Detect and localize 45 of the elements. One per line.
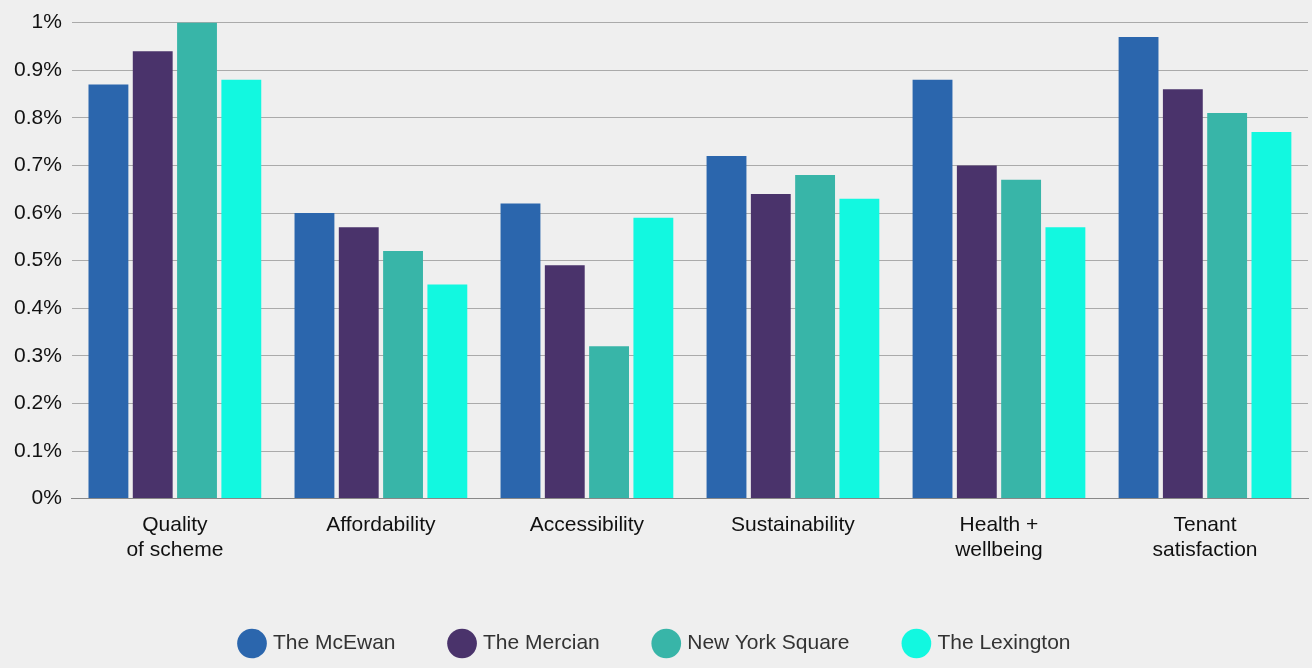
y-tick-label: 1% xyxy=(31,9,62,33)
x-tick-label: Affordability xyxy=(326,512,437,535)
bar xyxy=(795,174,836,499)
y-tick-label: 0.4% xyxy=(13,295,62,318)
y-tick-label: 0.1% xyxy=(13,437,62,461)
bar xyxy=(956,165,997,499)
y-tick-label: 0.7% xyxy=(13,152,62,176)
y-tick-label: 0% xyxy=(31,485,62,509)
x-tick-label: Tenant satisfaction xyxy=(1152,512,1258,561)
bar xyxy=(383,251,423,499)
x-tick-label: Accessibility xyxy=(529,512,645,535)
bar xyxy=(1207,113,1248,499)
bar xyxy=(221,79,262,499)
bar xyxy=(633,217,674,499)
y-tick-label: 0.6% xyxy=(13,199,62,223)
legend-label: The Lexington xyxy=(937,630,1071,654)
bar xyxy=(1251,132,1292,499)
bar xyxy=(1162,89,1203,499)
bar xyxy=(88,84,129,499)
y-tick-label: 0.9% xyxy=(13,57,62,80)
bar xyxy=(750,193,791,499)
legend-label: New York Square xyxy=(687,630,850,654)
x-tick-label: Sustainability xyxy=(731,512,856,535)
bar xyxy=(500,203,541,499)
x-tick-label: Health + wellbeing xyxy=(954,512,1043,561)
y-tick-label: 0.5% xyxy=(13,247,62,271)
legend-label: The McEwan xyxy=(273,630,396,654)
bar xyxy=(1045,227,1086,499)
bar xyxy=(706,155,747,499)
bar xyxy=(132,51,173,499)
bar xyxy=(427,284,468,499)
bar xyxy=(1118,36,1159,499)
bar xyxy=(1001,179,1042,499)
legend-label: The Mercian xyxy=(483,630,600,654)
bar xyxy=(294,213,335,499)
x-tick-label: Quality of scheme xyxy=(126,512,224,561)
bar xyxy=(912,79,953,499)
y-tick-label: 0.8% xyxy=(13,104,62,128)
bar xyxy=(839,198,880,499)
bar xyxy=(589,346,629,499)
bar xyxy=(338,227,379,499)
y-tick-label: 0.3% xyxy=(13,342,62,366)
bar xyxy=(544,265,585,499)
bar xyxy=(177,22,217,499)
y-tick-label: 0.2% xyxy=(13,390,62,414)
